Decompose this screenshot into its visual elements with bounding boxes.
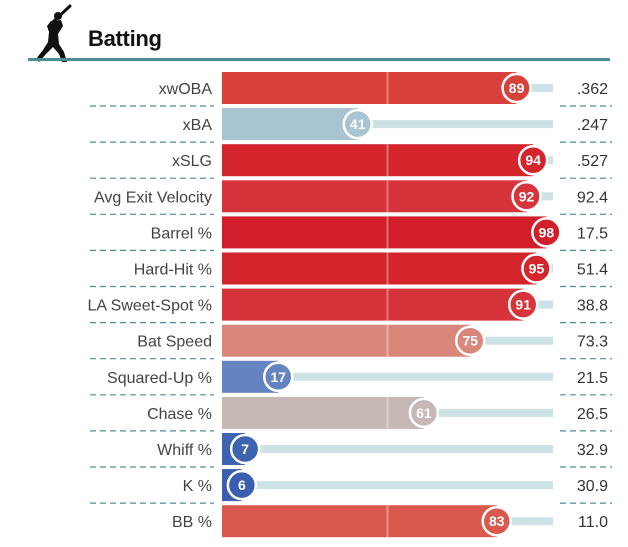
- category-label: xBA: [183, 117, 213, 134]
- category-label: LA Sweet-Spot %: [87, 298, 212, 315]
- stat-value: 30.9: [577, 478, 608, 495]
- percentile-label: 94: [525, 152, 541, 168]
- stat-value: 21.5: [577, 370, 608, 387]
- batter-icon: [36, 4, 72, 62]
- bar: [222, 396, 424, 429]
- bar: [222, 180, 527, 213]
- stat-value: 51.4: [577, 262, 608, 279]
- percentile-label: 7: [241, 441, 249, 457]
- bar-track: [222, 445, 553, 453]
- percentile-label: 6: [238, 477, 246, 493]
- title-underline: [28, 58, 610, 61]
- percentile-label: 92: [519, 188, 535, 204]
- percentile-marker: [501, 72, 532, 104]
- bar: [222, 144, 534, 177]
- percentile-label: 89: [509, 80, 525, 96]
- percentile-marker: [521, 253, 552, 284]
- percentile-marker: [229, 433, 261, 465]
- percentile-label: 83: [489, 513, 505, 529]
- percentile-marker: [455, 325, 486, 356]
- percentile-label: 17: [270, 369, 286, 385]
- percentile-label: 61: [416, 405, 432, 421]
- percentile-marker: [481, 505, 512, 537]
- category-label: BB %: [172, 514, 212, 531]
- stat-value: .247: [577, 117, 608, 134]
- stat-value: 11.0: [578, 514, 608, 531]
- category-label: Hard-Hit %: [134, 262, 212, 279]
- percentile-label: 95: [529, 261, 545, 277]
- category-label: xwOBA: [159, 81, 213, 98]
- category-label: Whiff %: [157, 442, 212, 459]
- bar-track: [222, 481, 553, 490]
- stat-value: .362: [577, 81, 608, 98]
- stat-value: 17.5: [577, 225, 608, 242]
- percentile-label: 98: [539, 224, 555, 240]
- stat-value: 38.8: [577, 298, 608, 315]
- percentile-marker: [226, 469, 258, 501]
- bar: [222, 72, 517, 104]
- stat-value: 26.5: [577, 406, 608, 423]
- category-label: Squared-Up %: [107, 370, 212, 387]
- percentile-marker: [517, 144, 549, 176]
- percentile-marker: [507, 289, 539, 320]
- percentile-marker: [263, 361, 294, 393]
- bar: [222, 216, 547, 249]
- percentile-marker: [531, 217, 562, 248]
- category-label: K %: [183, 478, 212, 495]
- stat-value: 32.9: [577, 442, 608, 459]
- percentile-marker: [511, 181, 542, 212]
- bar: [222, 324, 471, 357]
- bar: [222, 108, 358, 141]
- percentile-label: 41: [350, 116, 366, 132]
- stat-value: 92.4: [577, 189, 608, 206]
- percentile-marker: [408, 397, 440, 429]
- bar: [222, 288, 524, 321]
- percentile-marker: [342, 108, 373, 140]
- percentile-label: 75: [462, 333, 478, 349]
- stat-value: 73.3: [577, 334, 608, 351]
- stat-value: .527: [577, 153, 608, 170]
- category-label: Bat Speed: [137, 334, 212, 351]
- category-label: Avg Exit Velocity: [94, 189, 212, 206]
- chart-title: Batting: [88, 26, 162, 51]
- bar-track: [222, 120, 553, 129]
- category-label: Barrel %: [151, 225, 212, 242]
- bar: [222, 252, 537, 285]
- bar-track: [222, 372, 553, 381]
- bar: [222, 505, 497, 538]
- category-label: xSLG: [172, 153, 212, 170]
- percentile-label: 91: [515, 297, 531, 313]
- header: Batting: [0, 0, 628, 64]
- category-label: Chase %: [147, 406, 212, 423]
